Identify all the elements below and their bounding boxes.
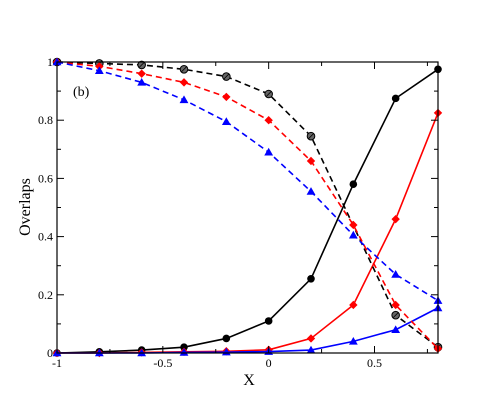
data-point [264, 317, 273, 325]
x-tick-label: 0 [266, 356, 272, 370]
y-tick-label: 0.4 [38, 230, 53, 244]
y-tick-label: 0 [47, 346, 53, 360]
data-point [264, 116, 273, 125]
x-tick-label: -1 [52, 356, 62, 370]
data-point-hatch [138, 62, 145, 68]
data-point [349, 300, 358, 310]
series-line [56, 61, 439, 350]
data-point [306, 156, 316, 166]
x-tick-label: -0.5 [153, 356, 172, 370]
data-point-hatch [181, 66, 187, 73]
series-4 [52, 57, 443, 353]
y-tick-label: 0.8 [38, 113, 53, 127]
data-point [137, 69, 146, 78]
data-point [179, 348, 189, 356]
data-point [348, 230, 358, 239]
data-point [306, 187, 316, 195]
data-point-hatch [223, 73, 230, 80]
data-point [391, 214, 400, 224]
axis-ticks: -1 -0.5 0 0.5 0 0.2 0.4 0.6 0.8 1 [38, 55, 438, 370]
y-tick-label: 0.2 [38, 288, 53, 302]
series-line [56, 61, 439, 302]
series-1 [52, 108, 443, 358]
plot-frame [56, 61, 439, 354]
data-point [179, 78, 189, 87]
data-point [349, 180, 358, 189]
series-3 [52, 57, 443, 352]
data-point [137, 77, 147, 86]
data-point-hatch [392, 312, 399, 319]
data-point [348, 336, 358, 345]
data-point [391, 270, 401, 278]
series-5 [52, 57, 443, 304]
data-point-hatch [265, 91, 272, 97]
x-tick-label: 0.5 [367, 356, 382, 370]
data-point [222, 334, 231, 343]
chart-marks [52, 57, 443, 358]
data-point [222, 92, 231, 102]
panel-label: (b) [73, 85, 90, 100]
data-point [391, 300, 400, 310]
series-line [56, 68, 439, 354]
series-0 [53, 65, 442, 357]
data-point [391, 94, 400, 103]
data-point [391, 325, 401, 334]
data-point [179, 95, 189, 104]
data-point [349, 220, 358, 230]
data-point [180, 343, 188, 351]
data-point [264, 147, 274, 156]
data-point-hatch [308, 133, 314, 140]
y-axis-label: Overlaps [17, 178, 34, 236]
data-point [94, 66, 104, 75]
series-line [56, 61, 439, 348]
data-point [306, 334, 316, 343]
series-line [57, 112, 439, 354]
data-point [307, 274, 315, 283]
y-tick-label: 0.6 [38, 171, 53, 185]
data-point [306, 345, 316, 354]
x-axis-label: X [243, 372, 255, 389]
y-tick-label: 1 [47, 55, 53, 69]
data-point [221, 117, 231, 125]
